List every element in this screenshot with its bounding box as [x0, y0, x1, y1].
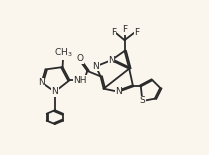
Text: N: N	[115, 87, 122, 96]
Text: N: N	[93, 62, 99, 71]
Text: F: F	[122, 25, 127, 35]
Text: O: O	[76, 55, 83, 64]
Text: S: S	[139, 97, 145, 106]
Text: NH: NH	[74, 76, 87, 85]
Text: N: N	[108, 56, 115, 65]
Text: F: F	[134, 28, 139, 37]
Text: CH$_3$: CH$_3$	[54, 46, 73, 59]
Text: N: N	[51, 87, 58, 96]
Text: F: F	[111, 28, 116, 37]
Text: N: N	[38, 78, 45, 87]
